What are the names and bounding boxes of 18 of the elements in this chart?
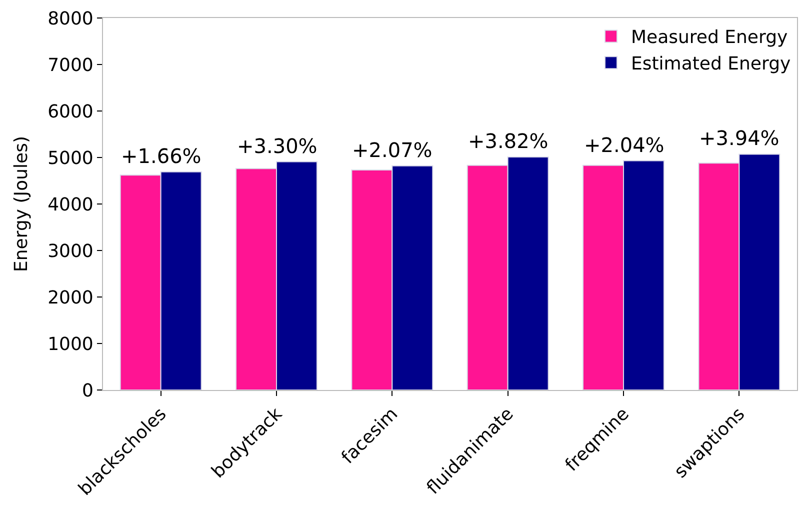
annotation: +3.94% [699,126,780,150]
y-tick-label: 5000 [48,148,94,169]
annotation: +2.04% [584,133,664,157]
y-tick-label: 7000 [48,54,94,76]
annotation: +3.30% [237,134,318,158]
y-axis-title: Energy (Joules) [10,136,32,272]
y-tick-label: 8000 [48,8,94,30]
legend-label: Measured Energy [631,27,788,48]
annotation: +2.07% [352,138,432,162]
annotation: +3.82% [468,129,548,153]
annotation: +1.66% [121,144,202,168]
y-tick-label: 0 [82,380,94,402]
legend-label: Estimated Energy [631,54,792,75]
y-tick-label: 2000 [48,287,94,308]
y-tick-label: 6000 [48,101,94,122]
y-tick-label: 4000 [48,194,94,216]
y-tick-label: 3000 [48,240,94,262]
y-tick-label: 1000 [48,334,94,355]
